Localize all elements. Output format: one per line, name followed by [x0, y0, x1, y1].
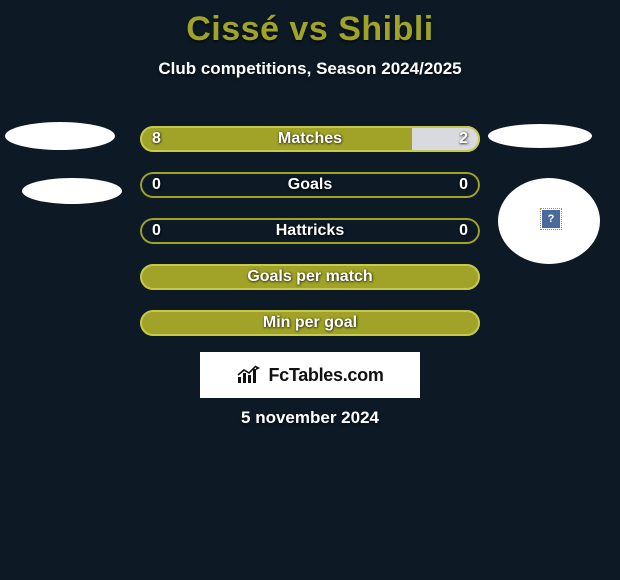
stat-label: Min per goal	[140, 310, 480, 336]
logo-chart-icon	[236, 365, 262, 385]
stat-value-right: 0	[459, 218, 468, 244]
unknown-badge-icon: ?	[542, 210, 560, 228]
stat-value-left: 8	[152, 126, 161, 152]
stat-label: Matches	[140, 126, 480, 152]
stat-value-right: 2	[459, 126, 468, 152]
stat-row: Hattricks0 0	[140, 218, 480, 244]
player-shape	[22, 178, 122, 204]
stat-value-right: 0	[459, 172, 468, 198]
stat-row: Min per goal	[140, 310, 480, 336]
logo-text: FcTables.com	[268, 365, 383, 386]
player-shape	[488, 124, 592, 148]
stat-value-left: 0	[152, 218, 161, 244]
fctables-logo: FcTables.com	[200, 352, 420, 398]
stat-label: Goals per match	[140, 264, 480, 290]
comparison-title: Cissé vs Shibli	[0, 0, 620, 49]
stat-label: Goals	[140, 172, 480, 198]
comparison-subtitle: Club competitions, Season 2024/2025	[0, 59, 620, 79]
stat-row: Matches8 2	[140, 126, 480, 152]
stat-row: Goals per match	[140, 264, 480, 290]
stat-value-left: 0	[152, 172, 161, 198]
stat-row: Goals0 0	[140, 172, 480, 198]
stat-bars: Matches82Goals00Hattricks00Goals per mat…	[140, 126, 480, 356]
snapshot-date: 5 november 2024	[0, 408, 620, 428]
player-shape	[5, 122, 115, 150]
stat-label: Hattricks	[140, 218, 480, 244]
